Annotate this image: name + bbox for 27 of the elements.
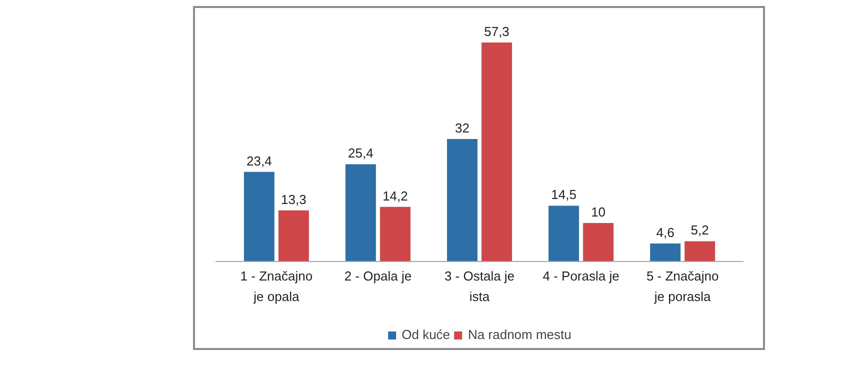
data-label: 5,2 (690, 222, 709, 238)
bar (583, 222, 614, 262)
data-label: 10 (591, 204, 606, 220)
bar (244, 172, 274, 262)
data-label: 13,3 (281, 192, 306, 207)
legend-label: Na radnom mestu (468, 327, 572, 342)
bar (548, 206, 580, 262)
legend-label: Od kuće (402, 327, 450, 342)
data-label: 57,3 (484, 24, 510, 39)
bar (380, 206, 410, 262)
bar (650, 244, 681, 262)
data-label: 32 (455, 120, 470, 136)
bar (447, 139, 478, 262)
x-tick-label: 5 - Značajno je porasla (646, 268, 719, 304)
data-label: 14,5 (551, 187, 576, 202)
bar (345, 164, 376, 262)
data-label: 4,6 (656, 224, 674, 240)
bar (278, 210, 309, 262)
bar (482, 42, 512, 262)
x-tick-label: 1 - Značajno je opala (240, 268, 313, 304)
bar (684, 241, 716, 262)
x-tick-label: 4 - Porasla je (542, 268, 620, 284)
x-tick-label: 3 - Ostala je ista (444, 268, 515, 304)
data-label: 23,4 (246, 153, 272, 168)
data-label: 25,4 (348, 146, 374, 161)
x-tick-label: 2 - Opala je (344, 268, 412, 284)
data-label: 14,2 (382, 188, 408, 204)
